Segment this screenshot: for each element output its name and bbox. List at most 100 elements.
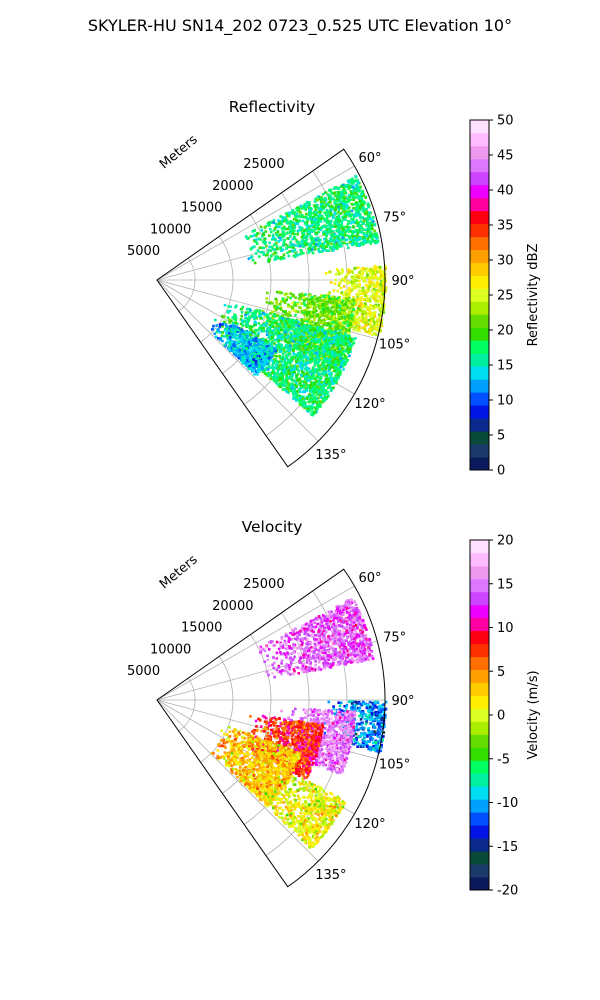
echo-gate <box>303 380 306 384</box>
echo-gate <box>232 321 235 325</box>
echo-gate <box>366 237 370 241</box>
echo-gate <box>312 308 316 312</box>
echo-gate <box>339 344 342 347</box>
echo-gate <box>328 341 332 345</box>
echo-gate <box>262 233 266 237</box>
echo-gate <box>313 228 317 231</box>
echo-gate <box>275 363 278 367</box>
echo-gate <box>300 310 304 313</box>
echo-gate <box>339 190 342 194</box>
echo-gate <box>223 303 227 307</box>
echo-gate <box>321 308 324 311</box>
echo-gate <box>325 312 329 315</box>
echo-gate <box>327 307 330 311</box>
echo-gate <box>311 383 314 386</box>
echo-gate <box>329 360 332 364</box>
echo-gate <box>300 318 304 321</box>
echo-gate <box>349 184 353 188</box>
echo-gate <box>281 357 284 361</box>
echo-gate <box>328 291 331 294</box>
echo-gate <box>266 330 270 334</box>
echo-gate <box>360 319 363 322</box>
echo-gate <box>358 226 362 229</box>
echo-gate <box>277 240 280 243</box>
echo-gate <box>275 365 279 369</box>
echo-gate <box>299 390 302 394</box>
echo-gate <box>350 235 354 238</box>
echo-gate <box>341 365 345 368</box>
echo-gate <box>352 317 356 320</box>
echo-gate <box>353 213 356 217</box>
echo-gate <box>354 337 357 340</box>
echo-gate <box>374 273 377 276</box>
echo-gate <box>288 250 292 253</box>
echo-gate <box>257 237 261 241</box>
echo-gate <box>368 283 372 287</box>
echo-gate <box>315 376 318 379</box>
echo-gate <box>346 280 350 284</box>
echo-gate <box>314 387 317 391</box>
echo-gate <box>348 185 351 189</box>
echo-gate <box>335 305 339 309</box>
echo-gate <box>296 329 300 332</box>
echo-gate <box>278 236 282 240</box>
echo-gate <box>266 372 269 375</box>
echo-gate <box>361 205 364 208</box>
echo-gate <box>294 252 298 255</box>
echo-gate <box>316 222 320 226</box>
echo-gate <box>340 333 344 336</box>
echo-gate <box>372 332 376 335</box>
echo-gate <box>264 254 268 257</box>
echo-gate <box>313 239 317 243</box>
echo-gate <box>291 212 294 215</box>
echo-gate <box>257 322 261 325</box>
echo-gate <box>347 219 350 223</box>
echo-gate <box>351 278 355 281</box>
echo-gate <box>308 389 312 393</box>
echo-gate <box>330 208 333 212</box>
echo-gate <box>374 327 377 331</box>
echo-gate <box>278 233 282 237</box>
echo-gate <box>290 307 294 310</box>
echo-gate <box>376 235 379 238</box>
echo-gate <box>364 309 367 313</box>
echo-gate <box>330 192 333 195</box>
echo-gate <box>292 309 295 312</box>
echo-gate <box>345 292 349 296</box>
echo-gate <box>301 234 305 237</box>
echo-gate <box>223 315 226 318</box>
echo-gate <box>356 232 359 235</box>
echo-gate <box>291 366 294 370</box>
echo-gate <box>377 305 380 308</box>
echo-gate <box>310 248 314 251</box>
echo-gate <box>277 334 280 337</box>
echo-gate <box>312 303 316 306</box>
echo-gate <box>340 348 343 352</box>
echo-gate <box>278 225 281 229</box>
echo-gate <box>292 332 296 335</box>
echo-gate <box>296 398 300 401</box>
echo-gate <box>321 244 325 248</box>
echo-gate <box>317 368 321 372</box>
echo-gate <box>266 315 269 318</box>
echo-gate <box>336 369 339 372</box>
echo-gate <box>331 197 335 201</box>
echo-gate <box>347 180 351 183</box>
echo-gate <box>309 210 312 213</box>
echo-gate <box>329 375 333 378</box>
echo-gate <box>310 381 313 384</box>
echo-gate <box>314 385 318 389</box>
echo-gate <box>304 205 307 209</box>
echo-gate <box>313 395 317 398</box>
echo-gate <box>269 221 272 224</box>
echo-gate <box>290 364 294 368</box>
echo-gate <box>308 361 312 364</box>
echo-gate <box>368 222 372 225</box>
echo-gate <box>276 230 280 234</box>
echo-gate <box>334 272 338 276</box>
echo-gate <box>304 212 308 216</box>
echo-gate <box>325 217 329 221</box>
echo-gate <box>334 336 338 339</box>
echo-gate <box>351 325 354 328</box>
echo-gate <box>329 373 333 377</box>
